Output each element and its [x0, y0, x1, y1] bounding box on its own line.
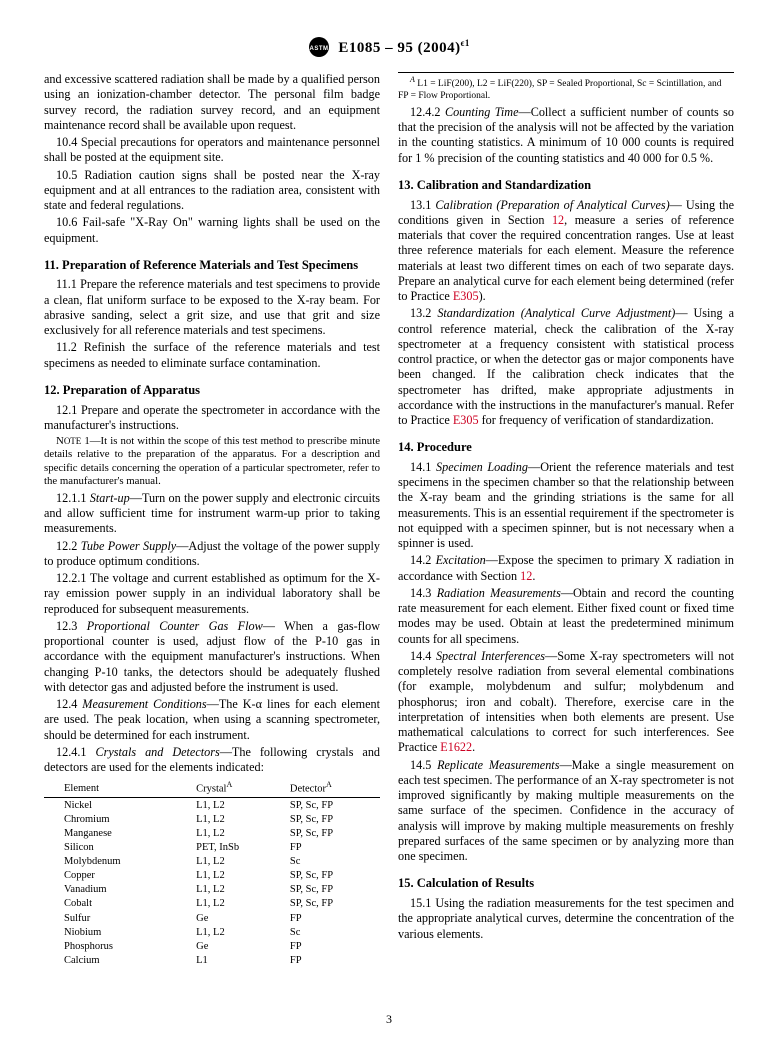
link-e305[interactable]: E305 [453, 289, 479, 303]
para-14-1: 14.1 Specimen Loading—Orient the referen… [398, 460, 734, 552]
para-13-2: 13.2 Standardization (Analytical Curve A… [398, 306, 734, 428]
table-row: VanadiumL1, L2SP, Sc, FP [44, 883, 380, 897]
epsilon-superscript: ϵ1 [461, 38, 470, 48]
para-10-6: 10.6 Fail-safe "X-Ray On" warning lights… [44, 215, 380, 246]
para-14-4: 14.4 Spectral Interferences—Some X-ray s… [398, 649, 734, 756]
para-12-4-2: 12.4.2 Counting Time—Collect a sufficien… [398, 105, 734, 166]
para-12-4-1: 12.4.1 Crystals and Detectors—The follow… [44, 745, 380, 776]
section-13-title: 13. Calibration and Standardization [398, 178, 734, 194]
para-15-1: 15.1 Using the radiation measurements fo… [398, 896, 734, 942]
table-row: MolybdenumL1, L2Sc [44, 855, 380, 869]
para-10-intro: and excessive scattered radiation shall … [44, 72, 380, 133]
standard-number: E1085 – 95 (2004) [338, 40, 460, 56]
th-detector: DetectorA [286, 779, 380, 797]
th-crystal: CrystalA [192, 779, 286, 797]
section-11-title: 11. Preparation of Reference Materials a… [60, 258, 380, 274]
para-14-3: 14.3 Radiation Measurements—Obtain and r… [398, 586, 734, 647]
table-row: CobaltL1, L2SP, Sc, FP [44, 897, 380, 911]
table-row: CopperL1, L2SP, Sc, FP [44, 869, 380, 883]
table-row: CalciumL1FP [44, 953, 380, 967]
table-footnote-a: A L1 = LiF(200), L2 = LiF(220), SP = Sea… [398, 72, 734, 103]
table-row: ChromiumL1, L2SP, Sc, FP [44, 812, 380, 826]
elements-table: Element CrystalA DetectorA NickelL1, L2S… [44, 779, 380, 967]
table-row: SulfurGeFP [44, 911, 380, 925]
link-e1622[interactable]: E1622 [440, 740, 472, 754]
para-10-4: 10.4 Special precautions for operators a… [44, 135, 380, 166]
para-14-2: 14.2 Excitation—Expose the specimen to p… [398, 553, 734, 584]
para-14-5: 14.5 Replicate Measurements—Make a singl… [398, 758, 734, 865]
para-12-3: 12.3 Proportional Counter Gas Flow— When… [44, 619, 380, 695]
para-11-2: 11.2 Refinish the surface of the referen… [44, 340, 380, 371]
para-13-1: 13.1 Calibration (Preparation of Analyti… [398, 198, 734, 305]
link-e305-b[interactable]: E305 [453, 413, 479, 427]
para-12-4: 12.4 Measurement Conditions—The K-α line… [44, 697, 380, 743]
section-12-title: 12. Preparation of Apparatus [44, 383, 380, 399]
para-12-2-1: 12.2.1 The voltage and current establish… [44, 571, 380, 617]
table-row: PhosphorusGeFP [44, 939, 380, 953]
link-section-12[interactable]: 12 [552, 213, 564, 227]
para-12-1-1: 12.1.1 Start-up—Turn on the power supply… [44, 491, 380, 537]
th-element: Element [44, 779, 192, 797]
svg-text:ASTM: ASTM [310, 46, 329, 52]
link-section-12-b[interactable]: 12 [520, 569, 532, 583]
table-row: SiliconPET, InSbFP [44, 840, 380, 854]
para-10-5: 10.5 Radiation caution signs shall be po… [44, 168, 380, 214]
page-header: ASTM E1085 – 95 (2004)ϵ1 [44, 36, 734, 58]
section-15-title: 15. Calculation of Results [398, 876, 734, 892]
para-12-2: 12.2 Tube Power Supply—Adjust the voltag… [44, 539, 380, 570]
table-row: NickelL1, L2SP, Sc, FP [44, 798, 380, 813]
astm-logo-icon: ASTM [308, 36, 330, 58]
para-12-1: 12.1 Prepare and operate the spectromete… [44, 403, 380, 434]
para-11-1: 11.1 Prepare the reference materials and… [44, 277, 380, 338]
table-row: ManganeseL1, L2SP, Sc, FP [44, 826, 380, 840]
section-14-title: 14. Procedure [398, 440, 734, 456]
table-row: NiobiumL1, L2Sc [44, 925, 380, 939]
note-1: NOTENOTE 1—It is not within the scope of… [44, 435, 380, 489]
page-number: 3 [0, 1012, 778, 1027]
